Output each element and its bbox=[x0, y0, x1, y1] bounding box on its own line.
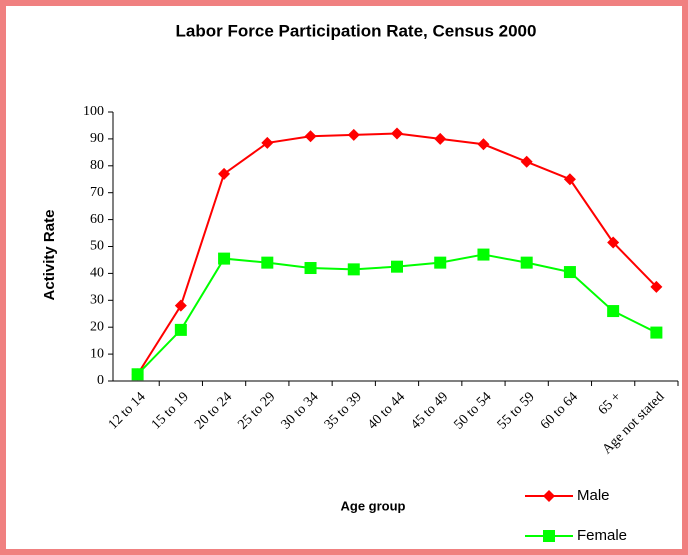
legend-label: Male bbox=[577, 487, 610, 504]
legend-marker bbox=[543, 530, 555, 542]
y-tick-label: 70 bbox=[90, 185, 104, 200]
marker bbox=[261, 256, 274, 269]
marker bbox=[218, 252, 231, 265]
y-tick-label: 80 bbox=[90, 158, 104, 173]
marker bbox=[131, 368, 144, 381]
marker bbox=[563, 173, 576, 186]
marker bbox=[477, 138, 490, 151]
y-tick-label: 100 bbox=[83, 104, 104, 119]
marker bbox=[434, 256, 447, 269]
marker bbox=[391, 260, 403, 273]
y-tick-label: 60 bbox=[90, 212, 104, 227]
y-tick-label: 90 bbox=[90, 131, 104, 146]
y-tick-label: 0 bbox=[97, 373, 104, 388]
marker bbox=[218, 167, 231, 180]
chart-title: Labor Force Participation Rate, Census 2… bbox=[176, 21, 537, 40]
y-tick-label: 20 bbox=[90, 319, 104, 334]
y-tick-label: 50 bbox=[90, 239, 104, 254]
y-tick-label: 10 bbox=[90, 346, 104, 361]
marker bbox=[174, 323, 187, 336]
marker bbox=[650, 326, 663, 339]
marker bbox=[563, 266, 576, 279]
legend-label: Female bbox=[577, 527, 627, 544]
x-axis-label: Age group bbox=[341, 498, 406, 513]
legend-item: Male bbox=[525, 487, 610, 504]
marker bbox=[347, 263, 360, 276]
marker bbox=[391, 127, 403, 140]
marker bbox=[434, 132, 447, 145]
marker bbox=[607, 236, 620, 249]
marker bbox=[607, 305, 620, 318]
marker bbox=[477, 248, 490, 261]
marker bbox=[304, 262, 317, 275]
y-tick-label: 40 bbox=[90, 266, 104, 281]
marker bbox=[261, 136, 274, 149]
y-axis-label: Activity Rate bbox=[41, 210, 58, 301]
marker bbox=[520, 155, 533, 168]
y-tick-label: 30 bbox=[90, 293, 104, 308]
legend-item: Female bbox=[525, 527, 627, 544]
marker bbox=[347, 128, 360, 141]
marker bbox=[520, 256, 533, 269]
marker bbox=[304, 130, 317, 143]
marker bbox=[650, 280, 663, 293]
legend-marker bbox=[543, 490, 555, 502]
marker bbox=[174, 299, 187, 312]
